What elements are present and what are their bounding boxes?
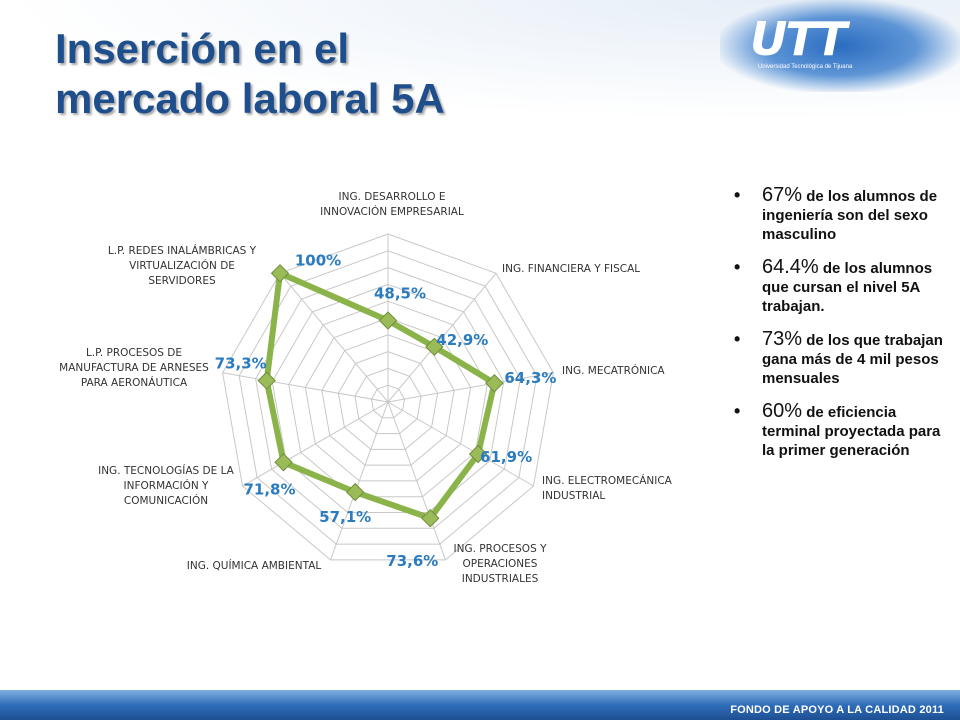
value-label: 64,3% [504,369,556,387]
footer-text: FONDO DE APOYO A LA CALIDAD 2011 [730,704,944,716]
grid-ring [222,233,554,561]
grid-spoke [279,272,389,403]
grid-ring [238,250,538,545]
series-marker [346,482,365,502]
category-label: COMUNICACIÓN [124,494,208,507]
value-label: 73,3% [215,355,267,373]
category-label: L.P. PROCESOS DE [86,347,182,359]
grid-ring [370,384,406,419]
logo-subtitle: Universidad Tecnológica de Tijuana [758,64,853,70]
grid-ring [288,300,488,498]
bullet-highlight: 67% [762,184,803,206]
series-marker [485,374,504,393]
category-label: ING. TECNOLOGÍAS DE LA [98,464,235,477]
grid-ring [255,267,521,529]
radar-grid [222,233,554,561]
bullet-item: • 73% de los que trabajan gana más de 4 m… [732,328,952,388]
footer-bar [0,690,960,720]
category-label: ING. MECATRÓNICA [562,364,665,377]
grid-ring [337,351,439,450]
bullet-item: • 60% de eficiencia terminal proyectada p… [732,400,952,460]
grid-ring [271,283,505,513]
title-line-2: mercado laboral 5A [55,75,445,122]
grid-spoke [387,372,554,403]
radar-series [257,264,504,528]
category-label: INFORMACIÓN Y [124,479,209,492]
value-label: 42,9% [436,331,488,349]
category-label: ING. QUÍMICA AMBIENTAL [187,559,322,572]
bullet-text: de eficiencia terminal proyectada para l… [762,404,941,459]
series-marker [270,264,290,283]
bullet-dot-icon: • [734,185,741,205]
bullet-item: • 64.4% de los alumnos que cursan el nive… [732,256,952,316]
grid-spoke [242,401,389,487]
value-label: 73,6% [386,552,438,570]
bullet-item: • 67% de los alumnos de ingeniería son de… [732,184,952,244]
category-label: ING. ELECTROMECÁNICA [542,474,673,487]
value-label: 57,1% [319,508,371,526]
category-label: ING. DESARROLLO E [339,191,446,203]
category-label: INDUSTRIAL [542,490,605,502]
grid-spoke [387,272,497,403]
bullet-dot-icon: • [734,329,741,349]
logo-background [720,0,960,92]
logo-text: UTT [750,12,847,66]
series-marker [257,371,276,390]
value-label: 100% [295,251,341,269]
bullet-dot-icon: • [734,401,741,421]
grid-spoke [330,401,389,561]
bullet-text: de los alumnos que cursan el nivel 5A tr… [762,260,933,315]
summary-bullets: • 67% de los alumnos de ingeniería son de… [732,184,952,474]
page-title: Inserción en el mercado laboral 5A [55,24,445,124]
grid-ring [321,334,455,466]
series-marker [274,453,293,472]
radar-chart: ING. DESARROLLO E INNOVACIÓN EMPRESARIAL I… [59,191,673,585]
grid-ring [354,367,422,435]
category-label: ING. PROCESOS Y [454,543,548,555]
title-line-1: Inserción en el [55,25,350,72]
radar-category-labels: ING. DESARROLLO E INNOVACIÓN EMPRESARIAL I… [59,191,673,585]
bullet-text: de los alumnos de ingeniería son del sex… [762,188,938,243]
bullet-highlight: 73% [762,328,803,350]
grid-spoke [222,372,389,403]
bullet-text: de los que trabajan gana más de 4 mil pe… [762,332,943,387]
category-label: MANUFACTURA DE ARNESES [59,362,209,374]
category-label: ING. FINANCIERA Y FISCAL [502,263,640,275]
category-label: L.P. REDES INALÁMBRICAS Y [108,244,257,257]
series-line [263,270,498,522]
bullet-dot-icon: • [734,257,741,277]
utt-logo: UTT Universidad Tecnológica de Tijuana [750,14,920,76]
category-label: PARA AERONÁUTICA [81,376,188,389]
category-label: INDUSTRIALES [462,573,539,585]
radar-value-labels: 48,5% 42,9% 64,3% 61,9% 73,6% 57,1% 71,8% 73,3%… [215,251,557,570]
value-label: 61,9% [480,448,532,466]
bullet-highlight: 60% [762,400,803,422]
category-label: SERVIDORES [148,275,216,287]
value-label: 48,5% [374,285,426,303]
series-marker [421,509,440,528]
grid-spoke [387,401,446,561]
category-label: INNOVACIÓN EMPRESARIAL [320,205,464,218]
category-label: VIRTUALIZACIÓN DE [129,259,235,272]
series-marker [425,337,444,356]
grid-spoke [387,401,534,487]
category-label: OPERACIONES [463,558,538,570]
bullet-highlight: 64.4% [762,256,819,278]
value-label: 71,8% [243,480,295,498]
series-marker [468,444,488,464]
series-marker [378,311,398,330]
